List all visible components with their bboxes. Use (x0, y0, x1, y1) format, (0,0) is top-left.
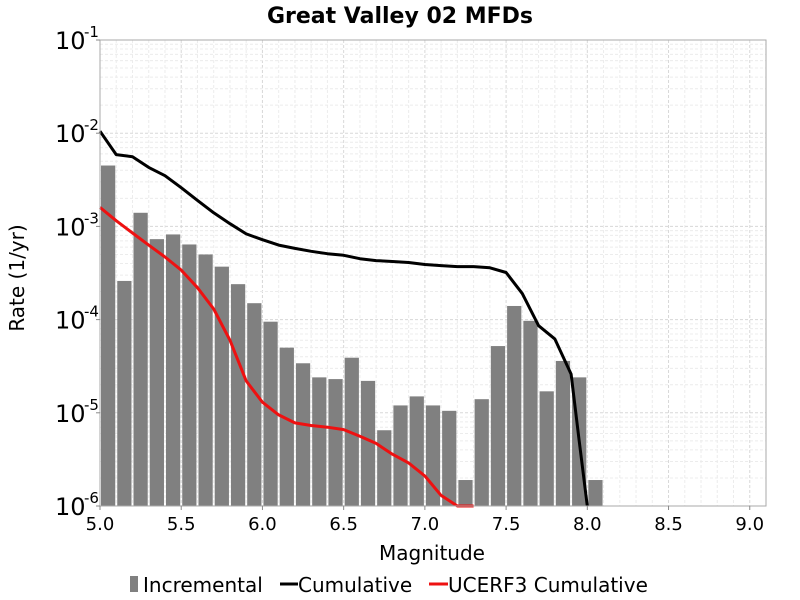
incremental-bar (117, 280, 132, 506)
chart-title: Great Valley 02 MFDs (267, 4, 533, 29)
x-tick-label: 8.0 (573, 514, 602, 535)
incremental-bar (490, 346, 506, 506)
incremental-bars (101, 165, 603, 506)
y-tick-label: 10 (55, 400, 86, 428)
y-tick-exponent: -4 (84, 303, 99, 321)
x-tick-label: 7.0 (411, 514, 440, 535)
incremental-bar (328, 379, 343, 506)
legend-swatch-incremental (130, 576, 138, 592)
x-tick-label: 8.5 (654, 514, 683, 535)
incremental-bar (377, 430, 392, 506)
y-tick-exponent: -1 (84, 23, 99, 41)
legend-label-ucerf3: UCERF3 Cumulative (448, 573, 648, 597)
incremental-bar (312, 377, 327, 506)
incremental-bar (295, 363, 311, 506)
y-axis-ticks: 10-110-210-310-410-510-6 (55, 23, 100, 521)
y-tick-exponent: -3 (84, 209, 99, 227)
incremental-bar (279, 347, 294, 506)
cumulative-lines (98, 130, 589, 508)
incremental-bar (198, 254, 213, 506)
legend-label-incremental: Incremental (143, 573, 263, 597)
incremental-bar (149, 239, 164, 506)
incremental-bar (523, 320, 538, 506)
x-tick-label: 9.0 (735, 514, 764, 535)
y-tick-label: 10 (55, 120, 86, 148)
incremental-bar (393, 405, 408, 506)
y-axis-label: Rate (1/yr) (5, 224, 29, 331)
incremental-bar (263, 321, 278, 506)
y-tick-exponent: -6 (84, 489, 99, 507)
y-tick-label: 10 (55, 213, 86, 241)
y-tick-label: 10 (55, 27, 86, 55)
plot-frame (99, 39, 767, 507)
cumulative-line (98, 130, 589, 507)
ucerf3-cumulative-line (99, 206, 474, 508)
x-axis-ticks: 5.0 5.5 6.0 6.5 7.0 7.5 8.0 8.5 9.0 (86, 506, 764, 535)
incremental-bar (165, 234, 181, 506)
incremental-bar (555, 360, 571, 506)
incremental-bar (214, 266, 229, 506)
incremental-bar (474, 399, 489, 506)
incremental-bar (507, 305, 522, 506)
legend: Incremental Cumulative UCERF3 Cumulative (130, 573, 648, 597)
incremental-bar (539, 391, 554, 506)
y-tick-label: 10 (55, 307, 86, 335)
x-tick-label: 5.5 (167, 514, 196, 535)
incremental-bar (247, 303, 262, 506)
incremental-bar (458, 480, 473, 506)
incremental-bar (409, 396, 424, 506)
incremental-bar (442, 410, 457, 506)
x-tick-label: 5.0 (86, 514, 115, 535)
legend-label-cumulative: Cumulative (298, 573, 412, 597)
incremental-bar (182, 244, 197, 506)
x-axis-label: Magnitude (379, 541, 485, 565)
incremental-bar (230, 284, 246, 506)
incremental-bar (101, 165, 116, 506)
incremental-bar (588, 480, 603, 506)
incremental-bar (133, 212, 148, 506)
x-tick-label: 6.0 (248, 514, 277, 535)
y-tick-label: 10 (55, 493, 86, 521)
y-tick-exponent: -2 (84, 116, 99, 134)
x-tick-label: 6.5 (329, 514, 358, 535)
incremental-bar (360, 380, 376, 506)
x-tick-label: 7.5 (492, 514, 521, 535)
y-tick-exponent: -5 (84, 396, 99, 414)
